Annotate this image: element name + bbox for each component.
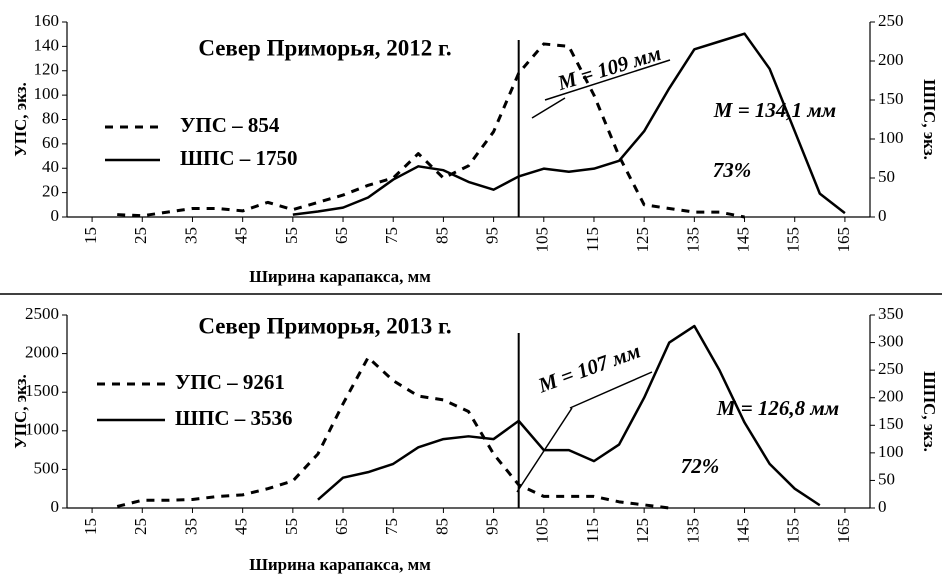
y2-tick-label: 250: [878, 359, 904, 378]
y2-tick-label: 150: [878, 89, 904, 108]
x-tick-label: 45: [232, 518, 251, 535]
x-tick-label: 85: [432, 518, 451, 535]
y-tick-label: 60: [42, 133, 59, 152]
series-line: [292, 32, 846, 216]
y2-tick-label: 50: [878, 469, 895, 488]
y2-tick-label: 100: [878, 442, 904, 461]
x-tick-label: 65: [332, 518, 351, 535]
annotation-pointer: [531, 97, 566, 119]
annotation: 73%: [713, 158, 752, 182]
y-tick-label: 20: [42, 182, 59, 201]
y-tick-label: 100: [34, 84, 60, 103]
y2-tick-label: 250: [878, 11, 904, 30]
y-tick-label: 0: [51, 206, 60, 225]
y2-axis-label: ШПС, экз.: [920, 371, 939, 452]
x-tick-label: 115: [583, 518, 602, 543]
legend-label: ШПС – 3536: [175, 406, 293, 430]
y-tick-label: 2500: [25, 304, 59, 323]
x-tick-label: 155: [784, 518, 803, 544]
x-tick-label: 75: [382, 518, 401, 535]
series-line: [116, 355, 670, 510]
y2-tick-label: 0: [878, 206, 887, 225]
chart-title: Север Приморья, 2012 г.: [198, 35, 451, 60]
x-tick-label: 105: [533, 227, 552, 253]
x-tick-label: 165: [834, 227, 853, 253]
x-axis-label: Ширина карапакса, мм: [249, 555, 431, 574]
x-tick-label: 165: [834, 518, 853, 544]
x-tick-label: 15: [81, 518, 100, 535]
x-tick-label: 55: [282, 227, 301, 244]
y2-tick-label: 300: [878, 331, 904, 350]
y2-tick-label: 200: [878, 387, 904, 406]
series-line: [117, 42, 745, 219]
x-tick-label: 95: [483, 518, 502, 535]
y-tick-label: 120: [34, 60, 60, 79]
y-axis-label: УПС, экз.: [11, 374, 30, 448]
x-tick-label: 135: [683, 227, 702, 253]
x-tick-label: 35: [181, 518, 200, 535]
annotation: M = 109 мм: [554, 41, 664, 95]
x-tick-label: 85: [432, 227, 451, 244]
x-tick-label: 55: [282, 518, 301, 535]
x-tick-label: 25: [131, 518, 150, 535]
x-tick-label: 105: [533, 518, 552, 544]
y-tick-label: 1000: [25, 420, 59, 439]
y2-tick-label: 50: [878, 167, 895, 186]
x-tick-label: 135: [683, 518, 702, 544]
x-tick-label: 65: [332, 227, 351, 244]
annotation: 72%: [681, 454, 720, 478]
legend-label: УПС – 9261: [175, 370, 285, 394]
legend-label: УПС – 854: [180, 113, 280, 137]
legend-label: ШПС – 1750: [180, 146, 298, 170]
annotation: M = 107 мм: [534, 338, 643, 397]
x-tick-label: 15: [81, 227, 100, 244]
y-tick-label: 40: [42, 157, 59, 176]
x-tick-label: 145: [733, 227, 752, 253]
annotation: M = 126,8 мм: [716, 396, 839, 420]
x-tick-label: 45: [232, 227, 251, 244]
y2-tick-label: 200: [878, 50, 904, 69]
series-line: [317, 324, 821, 507]
y-tick-label: 1500: [25, 381, 59, 400]
y2-tick-label: 0: [878, 497, 887, 516]
x-tick-label: 25: [131, 227, 150, 244]
x-tick-label: 125: [633, 227, 652, 253]
y-tick-label: 140: [34, 35, 60, 54]
x-tick-label: 95: [483, 227, 502, 244]
x-tick-label: 125: [633, 518, 652, 544]
y-tick-label: 160: [34, 11, 60, 30]
x-tick-label: 35: [181, 227, 200, 244]
x-tick-label: 145: [733, 518, 752, 544]
y-tick-label: 500: [34, 458, 60, 477]
annotation-pointer: [569, 371, 653, 409]
y2-axis-label: ШПС, экз.: [920, 79, 939, 160]
y2-tick-label: 350: [878, 304, 904, 323]
y-tick-label: 2000: [25, 343, 59, 362]
x-tick-label: 155: [784, 227, 803, 253]
annotation-pointer: [544, 59, 671, 101]
y-tick-label: 80: [42, 108, 59, 127]
y2-tick-label: 150: [878, 414, 904, 433]
annotation: M = 134,1 мм: [713, 98, 836, 122]
y-tick-label: 0: [51, 497, 60, 516]
chart-title: Север Приморья, 2013 г.: [198, 313, 451, 338]
x-tick-label: 115: [583, 227, 602, 252]
annotation-pointer: [516, 407, 573, 493]
x-tick-label: 75: [382, 227, 401, 244]
y2-tick-label: 100: [878, 128, 904, 147]
y-axis-label: УПС, экз.: [11, 82, 30, 156]
x-axis-label: Ширина карапакса, мм: [249, 267, 431, 286]
